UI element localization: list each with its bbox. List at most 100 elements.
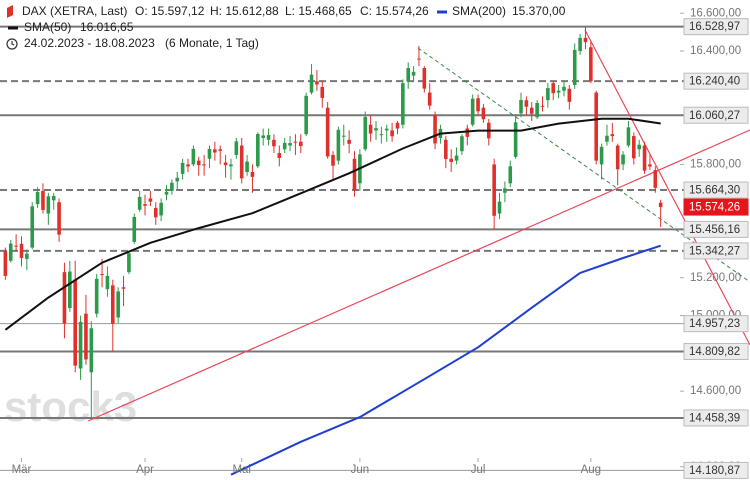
candle-body [529, 107, 534, 114]
candle-body [476, 98, 480, 112]
candle-body [234, 141, 239, 155]
candle-body [535, 102, 539, 118]
level-label: 15.456,16 [689, 224, 740, 236]
level-label: 16.240,40 [689, 76, 740, 88]
candle-body [298, 141, 303, 147]
clock-icon [6, 38, 18, 50]
candle-body [175, 177, 180, 182]
candle-body [51, 195, 56, 201]
candle-body [637, 144, 641, 150]
candle-body [288, 143, 292, 146]
candle-body [508, 166, 513, 184]
level-label: 16.528,97 [689, 21, 740, 33]
sma-line [230, 244, 662, 476]
candle-body [465, 128, 470, 137]
candle-body [137, 196, 142, 210]
level-box [683, 198, 749, 216]
candle-body [245, 161, 249, 172]
level-box [683, 72, 749, 90]
level-box [683, 409, 749, 427]
y-tick-label: 16.600,00 [690, 7, 741, 19]
candle-body [653, 170, 658, 188]
candle-body [615, 145, 620, 170]
candle-body [170, 182, 174, 191]
level-box [683, 106, 749, 124]
candle-body [41, 190, 45, 210]
candle-body [19, 243, 24, 258]
candle-body [497, 201, 502, 214]
y-tick-label: 14.600,00 [690, 385, 741, 397]
candle-body [100, 274, 104, 276]
candle-body [347, 139, 351, 144]
candle-body [599, 146, 604, 165]
y-tick-label: 15.200,00 [690, 272, 741, 284]
candle-body [406, 68, 411, 82]
candle-body [159, 202, 163, 216]
candle-body [578, 37, 582, 52]
trend-line [87, 129, 750, 422]
candle-body [444, 139, 448, 159]
candle-body [14, 245, 18, 247]
candle-body [331, 154, 335, 166]
legend-close: C: 15.574,26 [360, 4, 429, 18]
candle-body [8, 243, 13, 261]
level-box [683, 18, 749, 36]
legend-range: (6 Monate, 1 Tag) [165, 36, 259, 50]
candle-body [293, 141, 298, 143]
candle-body [336, 129, 341, 161]
legend-icon [7, 5, 13, 18]
level-label: 14.809,82 [689, 346, 740, 358]
legend-instrument: DAX (XETRA, Last) [22, 4, 127, 18]
candle-body [583, 37, 588, 43]
level-box [683, 315, 749, 333]
candle-body [191, 148, 196, 165]
candle-body [3, 251, 8, 276]
candle-body [68, 271, 72, 309]
candle-body [626, 127, 631, 146]
candle-body [589, 47, 593, 82]
candle-body [519, 99, 523, 114]
candle-body [35, 192, 40, 205]
candle-body [277, 153, 282, 158]
legend-sma50-value: 16.016,65 [80, 20, 134, 34]
candle-body [513, 122, 518, 157]
candle-body [143, 204, 147, 206]
level-label: 14.458,39 [689, 412, 740, 424]
candle-body [401, 83, 405, 125]
candle-body [25, 253, 29, 259]
candle-body [546, 88, 550, 101]
candle-body [62, 272, 67, 324]
candle-body [186, 164, 190, 167]
candle-body [610, 134, 615, 137]
clock-icon [11, 41, 15, 46]
candle-body [562, 86, 566, 91]
y-tick-label: 16.400,00 [690, 45, 741, 57]
candle-body [266, 135, 271, 140]
candle-body [454, 155, 459, 161]
candle-body [325, 107, 330, 157]
candle-body [648, 164, 652, 167]
candle-body [422, 68, 427, 89]
candle-body [449, 158, 453, 162]
candle-body [384, 128, 389, 131]
candle-body [379, 134, 384, 136]
candle-body [481, 107, 486, 120]
candle-body [84, 313, 88, 360]
candle-body [261, 135, 265, 138]
candle-body [282, 142, 287, 150]
candle-body [153, 207, 158, 218]
x-tick-label: Jul [471, 464, 486, 476]
candle-body [132, 216, 137, 242]
candle-body [229, 164, 233, 167]
level-label: 15.574,26 [689, 202, 740, 214]
candle-body [395, 122, 400, 129]
candle-body [30, 206, 35, 248]
level-label: 15.664,30 [689, 185, 740, 197]
level-box [683, 242, 749, 260]
candle-body [207, 148, 212, 159]
legend-sma200: SMA(200) [452, 4, 506, 18]
candle-body [492, 164, 496, 216]
candle-body [110, 285, 115, 324]
candle-body [148, 198, 153, 202]
